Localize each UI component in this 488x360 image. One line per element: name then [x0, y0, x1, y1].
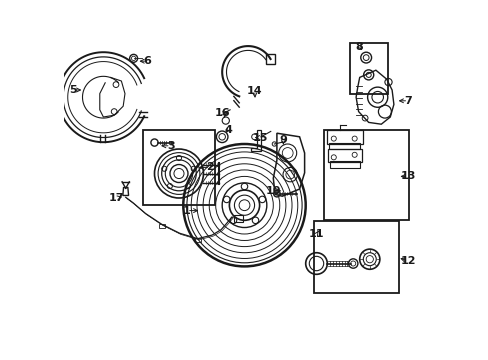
Text: 2: 2 — [206, 162, 214, 172]
Bar — [265, 54, 274, 64]
Bar — [329, 143, 360, 149]
Text: 4: 4 — [224, 125, 232, 135]
Bar — [159, 224, 164, 228]
Text: 16: 16 — [215, 108, 230, 118]
Bar — [328, 149, 361, 162]
Bar — [142, 130, 215, 205]
Text: 1: 1 — [183, 206, 190, 216]
Text: 9: 9 — [279, 135, 287, 145]
Text: 15: 15 — [252, 132, 267, 143]
Text: 11: 11 — [308, 229, 324, 239]
Bar — [194, 238, 200, 242]
Bar — [313, 221, 399, 293]
Text: 13: 13 — [400, 171, 415, 181]
Text: 14: 14 — [246, 86, 262, 96]
Text: 3: 3 — [166, 141, 174, 151]
Text: 6: 6 — [143, 56, 151, 66]
Text: 8: 8 — [355, 42, 363, 52]
Bar — [326, 130, 362, 144]
Text: 12: 12 — [400, 256, 415, 266]
Bar — [329, 161, 359, 168]
Text: 5: 5 — [70, 85, 77, 95]
Text: 10: 10 — [265, 186, 281, 196]
Bar — [234, 215, 242, 222]
Text: 17: 17 — [109, 193, 124, 203]
Text: 7: 7 — [404, 96, 411, 106]
Bar — [349, 43, 387, 94]
Bar — [323, 130, 408, 220]
